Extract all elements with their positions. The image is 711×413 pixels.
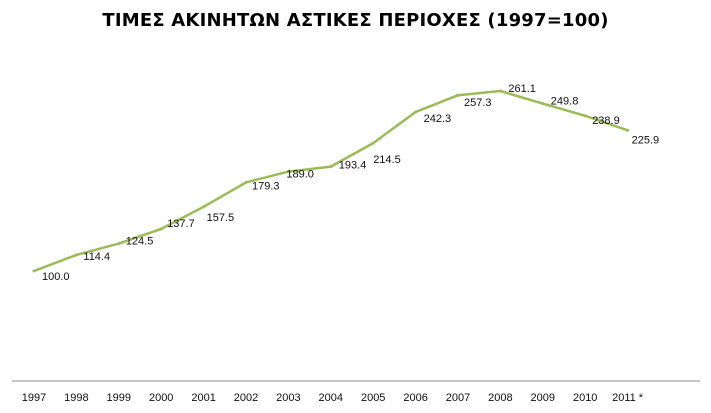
data-label: 238.9 bbox=[592, 115, 620, 127]
data-label: 214.5 bbox=[373, 154, 401, 166]
data-label: 179.3 bbox=[252, 180, 280, 192]
data-point bbox=[244, 180, 248, 184]
data-label: 189.0 bbox=[286, 169, 314, 181]
data-label: 249.8 bbox=[551, 96, 579, 108]
x-tick-label: 2007 bbox=[446, 392, 470, 404]
data-label: 257.3 bbox=[464, 97, 492, 109]
data-label: 157.5 bbox=[207, 212, 235, 224]
x-tick-label: 2009 bbox=[531, 392, 555, 404]
x-tick-label: 2008 bbox=[488, 392, 512, 404]
data-point bbox=[159, 227, 163, 231]
x-tick-label: 2011 * bbox=[612, 392, 644, 404]
x-tick-label: 2004 bbox=[319, 392, 343, 404]
chart-marks: 100.0 1997 114.4 1998 124.5 1999 137.7 2000 157.… bbox=[22, 83, 659, 404]
data-point bbox=[626, 128, 630, 132]
data-point bbox=[117, 242, 121, 246]
x-tick-label: 2010 bbox=[573, 392, 597, 404]
data-point bbox=[414, 110, 418, 114]
data-point bbox=[32, 269, 36, 273]
data-label: 193.4 bbox=[339, 160, 367, 172]
x-tick-label: 1999 bbox=[107, 392, 131, 404]
data-point bbox=[202, 205, 206, 209]
data-point bbox=[74, 253, 78, 257]
x-tick-label: 1998 bbox=[64, 392, 88, 404]
data-label: 100.0 bbox=[42, 271, 70, 283]
x-tick-label: 2006 bbox=[403, 392, 427, 404]
data-label: 124.5 bbox=[126, 236, 154, 248]
data-label: 137.7 bbox=[167, 218, 195, 230]
data-point bbox=[371, 141, 375, 145]
x-tick-label: 2001 bbox=[191, 392, 215, 404]
x-tick-label: 2000 bbox=[149, 392, 173, 404]
data-label: 114.4 bbox=[83, 251, 110, 263]
chart-title: ΤΙΜΕΣ ΑΚΙΝΗΤΩΝ ΑΣΤΙΚΕΣ ΠΕΡΙΟΧΕΣ (1997=10… bbox=[102, 10, 609, 31]
x-tick-label: 1997 bbox=[22, 392, 46, 404]
data-point bbox=[498, 89, 502, 93]
data-point bbox=[541, 102, 545, 106]
data-point bbox=[329, 165, 333, 169]
data-label: 242.3 bbox=[424, 113, 452, 125]
x-tick-label: 2003 bbox=[276, 392, 300, 404]
data-point bbox=[456, 93, 460, 97]
data-point bbox=[583, 114, 587, 118]
data-label: 225.9 bbox=[632, 134, 660, 146]
data-point bbox=[286, 170, 290, 174]
x-tick-label: 2002 bbox=[234, 392, 258, 404]
data-label: 261.1 bbox=[508, 83, 536, 95]
series-line bbox=[32, 89, 629, 273]
x-tick-label: 2005 bbox=[361, 392, 385, 404]
